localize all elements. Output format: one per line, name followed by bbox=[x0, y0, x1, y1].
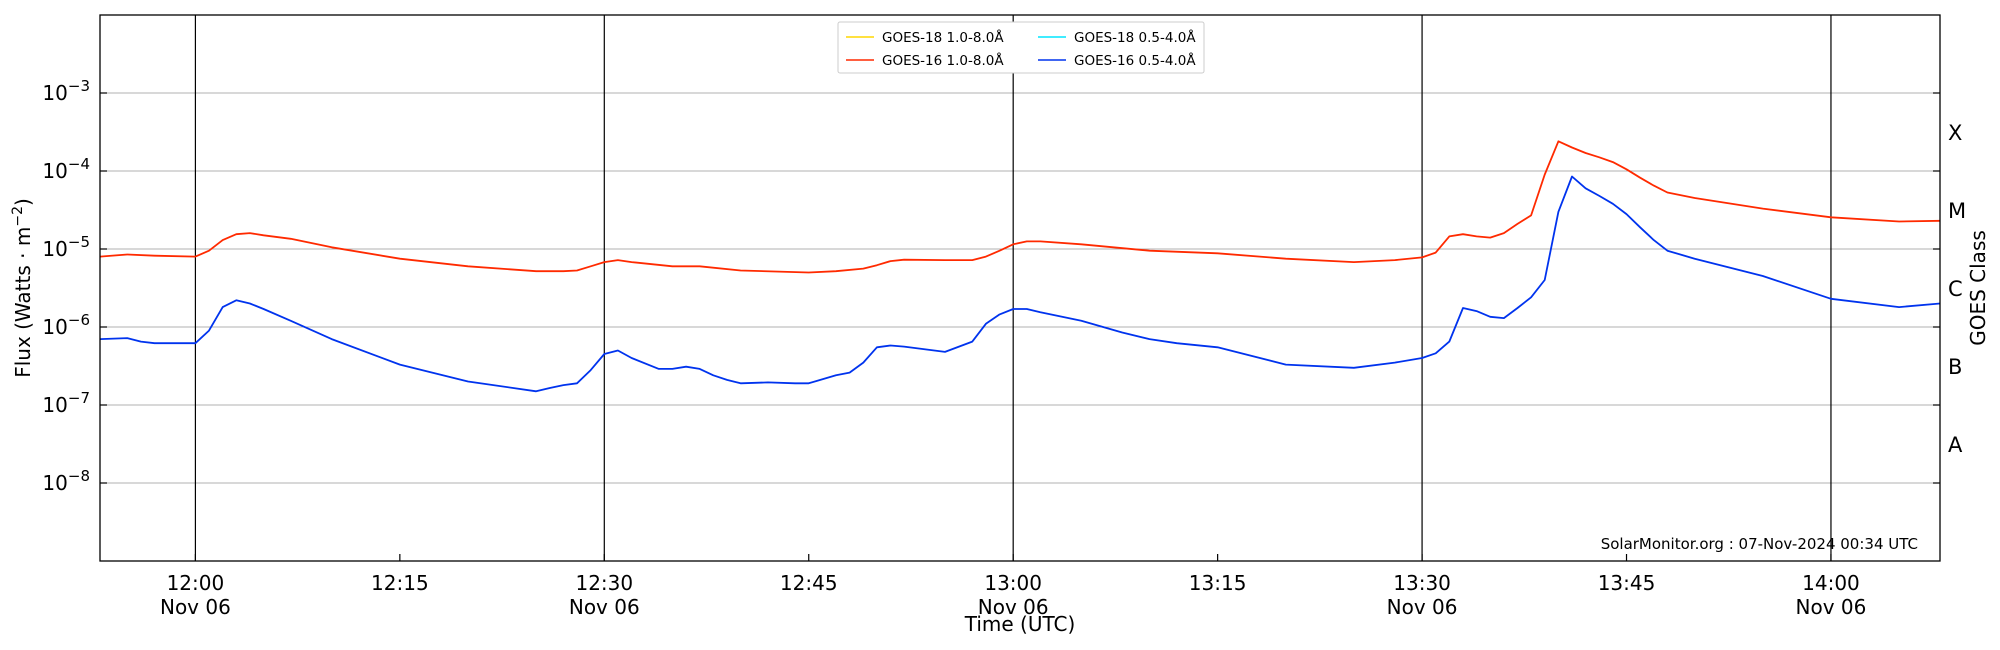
x-tick-label: 12:00 bbox=[167, 571, 225, 595]
y-tick-label: 10−6 bbox=[42, 311, 90, 339]
goes-class-label: M bbox=[1948, 199, 1966, 223]
x-tick-label: 13:00 bbox=[984, 571, 1042, 595]
y-axis-title: Flux (Watts · m−2) bbox=[10, 198, 35, 378]
goes-class-label: B bbox=[1948, 355, 1962, 379]
x-tick-label: 13:45 bbox=[1598, 571, 1656, 595]
x-tick-label: 13:15 bbox=[1189, 571, 1247, 595]
series-layer bbox=[99, 140, 1941, 393]
x-axis-title: Time (UTC) bbox=[964, 612, 1076, 636]
x-tick-label: 13:30 bbox=[1393, 571, 1451, 595]
y-tick-label: 10−8 bbox=[42, 467, 90, 495]
goes-class-labels: A B C M X bbox=[1948, 121, 1966, 457]
x-tick-label: 12:45 bbox=[780, 571, 838, 595]
y-axis-title-exponent: −2 bbox=[10, 206, 26, 227]
legend-label: GOES-18 1.0-8.0Å bbox=[882, 29, 1004, 46]
x-tick-label: 12:15 bbox=[371, 571, 429, 595]
series-line bbox=[99, 175, 1941, 393]
series-line bbox=[99, 140, 1941, 274]
grid-layer bbox=[100, 92, 1940, 484]
y-tick-label: 10−5 bbox=[42, 233, 90, 261]
y-axis-title-close: ) bbox=[11, 198, 35, 206]
legend-label: GOES-18 0.5-4.0Å bbox=[1074, 29, 1196, 46]
day-boundary-lines bbox=[194, 15, 1832, 561]
legend-box bbox=[837, 21, 1205, 74]
goes-class-label: A bbox=[1948, 433, 1963, 457]
y-tick-label: 10−7 bbox=[42, 389, 90, 417]
x-tick-date-label: Nov 06 bbox=[1387, 595, 1458, 619]
plot-frame bbox=[99, 14, 1941, 562]
y-tick-label: 10−4 bbox=[42, 155, 90, 183]
y-axis-ticks: 10−8 10−7 10−6 10−5 10−4 10−3 bbox=[42, 77, 1940, 495]
x-tick-date-label: Nov 06 bbox=[160, 595, 231, 619]
legend-label: GOES-16 1.0-8.0Å bbox=[882, 52, 1004, 69]
goes-class-label: C bbox=[1948, 277, 1963, 301]
y-tick-label: 10−3 bbox=[42, 77, 90, 105]
y2-axis-title: GOES Class bbox=[1966, 230, 1990, 346]
x-tick-date-label: Nov 06 bbox=[569, 595, 640, 619]
legend: GOES-18 1.0-8.0Å GOES-16 1.0-8.0Å GOES-18 … bbox=[837, 21, 1205, 74]
x-tick-label: 12:30 bbox=[575, 571, 633, 595]
credit-text: SolarMonitor.org : 07-Nov-2024 00:34 UTC bbox=[1601, 535, 1918, 553]
goes-class-label: X bbox=[1948, 121, 1962, 145]
x-tick-date-label: Nov 06 bbox=[978, 595, 1049, 619]
x-tick-label: 14:00 bbox=[1802, 571, 1860, 595]
x-tick-date-label: Nov 06 bbox=[1796, 595, 1867, 619]
legend-label: GOES-16 0.5-4.0Å bbox=[1074, 52, 1196, 69]
